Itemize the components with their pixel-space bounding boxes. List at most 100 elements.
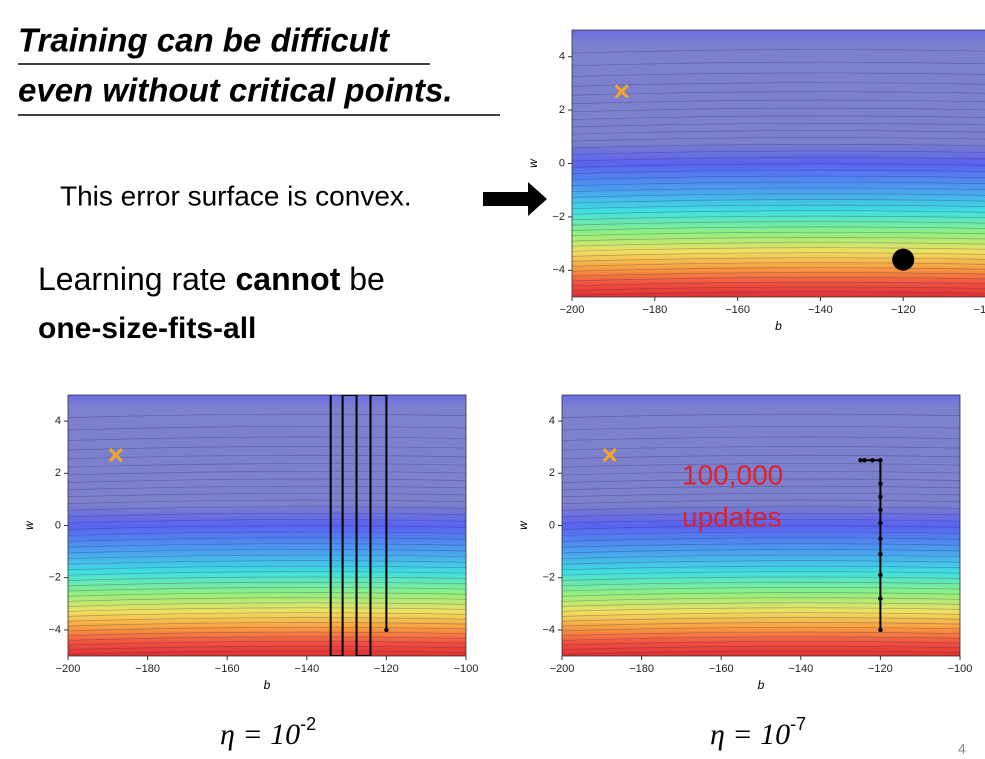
contour-line [562,560,960,565]
contour-line [68,587,466,592]
contour-line [562,607,960,612]
x-tick-label: −200 [560,304,585,316]
contour-line [562,554,960,560]
contour-line [68,592,466,597]
contour-line [68,492,466,498]
contour-line [68,525,466,530]
y-tick-label: −2 [542,572,555,584]
contour-line [562,543,960,548]
trajectory-point [878,458,883,463]
page-number: 4 [958,741,966,757]
contour-line [68,413,466,419]
contour-line [562,512,960,518]
contour-line [572,237,985,242]
y-tick-label: −4 [552,264,565,276]
x-tick-label: −120 [868,663,893,675]
contour-line [68,571,466,576]
y-tick-label: 4 [55,415,61,427]
y-tick-label: 4 [549,415,555,427]
contour-line [562,485,960,491]
y-axis-label: w [516,520,530,530]
contour-line [562,641,960,646]
contour-line [572,231,985,237]
x-tick-label: −160 [709,663,734,675]
y-tick-label: 4 [559,51,565,63]
contour-line [572,187,985,192]
x-tick-label: −200 [550,663,575,675]
contour-line [68,645,466,651]
caption: η = 10-2 [220,714,316,751]
contour-line [572,137,985,142]
contour-line [572,49,985,54]
y-tick-label: 0 [559,157,565,169]
plot: −200 −180 −160 −140 −120 −100 −4 −2 0 2 4 b w [526,29,985,333]
contour-line [68,454,466,460]
contour-line [562,576,960,581]
contour-line [562,426,960,431]
marker [892,248,915,271]
trajectory-point [878,536,883,541]
contour-line [68,426,466,431]
y-tick-label: −2 [48,572,61,584]
contour-line [68,549,466,554]
surface [68,395,466,656]
contour-line [562,645,960,651]
lr-text: Learning rate cannot be [38,261,385,297]
contour-line [562,612,960,617]
contour-line [562,549,960,554]
x-tick-label: −140 [788,663,813,675]
trajectory-point [878,481,883,486]
contour-line [562,602,960,607]
contour-line [562,592,960,597]
contour-line [68,471,466,476]
x-tick-label: −200 [56,663,81,675]
contour-line [572,262,985,267]
contour-line [68,631,466,637]
contour-line [68,463,466,468]
contour-line [572,252,985,257]
y-tick-label: 0 [549,519,555,531]
lr-part: be [340,261,384,297]
annotation: updates [682,501,782,532]
contour-line [68,531,466,536]
trajectory-point [878,596,883,601]
contour-line [68,641,466,646]
contour-line [572,221,985,226]
y-tick-label: 2 [559,104,565,116]
x-tick-label: −100 [454,663,479,675]
contour-line [572,242,985,247]
caption-exp: -7 [790,714,806,734]
x-tick-label: −100 [974,304,985,316]
contour-line [68,612,466,617]
x-tick-label: −100 [948,663,973,675]
x-tick-label: −180 [642,304,667,316]
contour-line [68,650,466,655]
contour-line [572,99,985,105]
title-line: Training can be difficult [18,22,391,59]
trajectory-point [878,494,883,499]
marker [602,447,617,463]
x-tick-label: −140 [294,663,319,675]
caption-exp: -2 [300,714,316,734]
contour-line [572,61,985,67]
contour-line [68,565,466,571]
contour-line [68,617,466,622]
contour-line [562,531,960,536]
trajectory-point [878,552,883,557]
contour-line [68,636,466,641]
x-tick-label: −180 [629,663,654,675]
surface [572,30,985,297]
trajectory-point [878,507,883,513]
contour-line [572,107,985,113]
contour-line [562,622,960,627]
contour-line [572,226,985,231]
contour-line [68,560,466,565]
contour-line [68,543,466,548]
contour-line [572,193,985,198]
contour-line [562,537,960,542]
trajectory-point [878,572,883,578]
contour-line [562,581,960,587]
y-tick-label: 2 [549,467,555,479]
surface [562,395,960,656]
contour-line [68,597,466,602]
